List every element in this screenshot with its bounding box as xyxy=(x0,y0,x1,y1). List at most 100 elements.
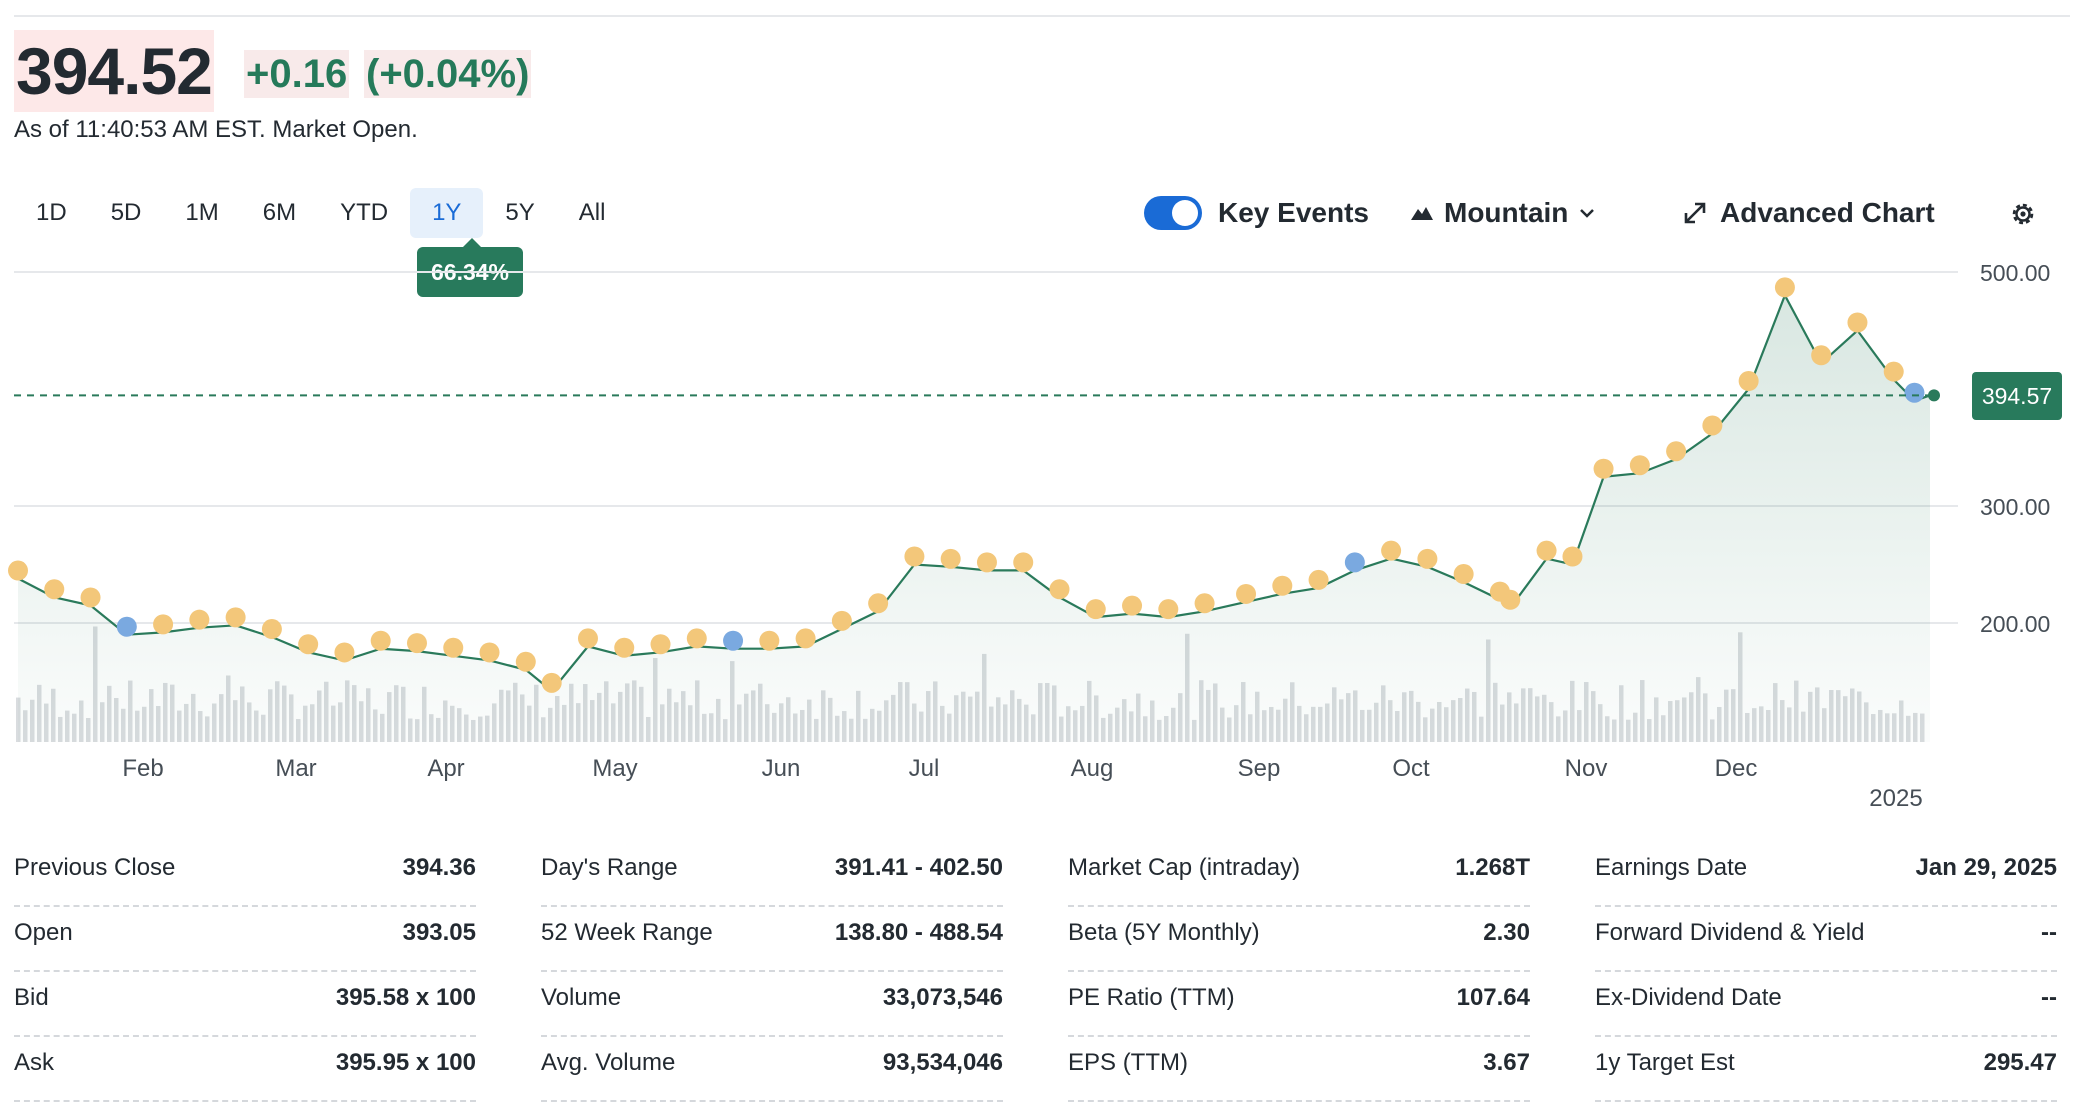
expand-icon xyxy=(1684,202,1706,224)
event-marker xyxy=(1738,371,1759,391)
year-label: 2025 xyxy=(1869,785,1922,812)
event-marker xyxy=(1417,548,1438,569)
event-marker xyxy=(370,630,391,651)
stat-value: 93,534,046 xyxy=(882,1049,1003,1076)
stat-row: Ask 395.95 x 100 xyxy=(14,1037,476,1102)
event-marker xyxy=(479,642,500,663)
current-price-label: 394.57 xyxy=(1972,372,2062,420)
event-marker xyxy=(1308,569,1329,590)
event-marker xyxy=(1158,599,1179,620)
stat-label: Previous Close xyxy=(14,854,176,881)
gear-icon[interactable] xyxy=(2008,199,2038,229)
stat-value: 2.30 xyxy=(1483,919,1530,946)
event-marker xyxy=(44,579,65,600)
stat-value: 3.67 xyxy=(1483,1049,1530,1076)
event-marker xyxy=(614,637,635,658)
event-marker xyxy=(1381,540,1402,561)
toggle-knob xyxy=(1172,200,1198,226)
event-marker xyxy=(1811,345,1832,366)
stat-row: Market Cap (intraday) 1.268T xyxy=(1068,842,1530,907)
stat-label: Market Cap (intraday) xyxy=(1068,854,1301,881)
event-marker xyxy=(1500,589,1521,610)
price-chart[interactable]: 500.00 300.00 200.00 Feb Mar Apr May Jun Jul Aug S… xyxy=(0,250,2078,820)
event-marker xyxy=(650,634,671,655)
stat-value: 138.80 - 488.54 xyxy=(834,919,1003,946)
stat-row: 1y Target Est 295.47 xyxy=(1595,1037,2057,1102)
stat-row: 52 Week Range 138.80 - 488.54 xyxy=(541,907,1003,972)
stat-value: 395.58 x 100 xyxy=(335,984,476,1011)
stat-label: Open xyxy=(14,919,73,946)
range-tab-all[interactable]: All xyxy=(578,199,606,226)
stat-label: Forward Dividend & Yield xyxy=(1595,919,1865,946)
range-tab-1y[interactable]: 1Y xyxy=(410,188,484,238)
stat-row: Previous Close 394.36 xyxy=(14,842,476,907)
stat-label: EPS (TTM) xyxy=(1068,1049,1188,1076)
stat-value: 395.95 x 100 xyxy=(335,1049,476,1076)
x-tick-label: Dec xyxy=(1715,755,1758,782)
event-marker xyxy=(225,607,246,628)
stat-row: Ex-Dividend Date -- xyxy=(1595,972,2057,1037)
y-tick-label: 200.00 xyxy=(1980,611,2050,637)
key-events-label: Key Events xyxy=(1218,197,1369,228)
event-marker xyxy=(1629,455,1650,476)
range-tab-ytd[interactable]: YTD xyxy=(340,199,389,226)
stat-label: Bid xyxy=(14,984,49,1011)
stat-label: 1y Target Est xyxy=(1595,1049,1735,1076)
event-marker xyxy=(298,634,319,655)
stat-row: Avg. Volume 93,534,046 xyxy=(541,1037,1003,1102)
top-divider xyxy=(14,15,2070,17)
range-tab-6m[interactable]: 6M xyxy=(262,199,297,226)
event-marker xyxy=(1702,415,1723,436)
event-marker xyxy=(1344,552,1365,573)
chart-type-dropdown[interactable]: Mountain xyxy=(1410,196,1596,230)
y-tick-label: 500.00 xyxy=(1980,260,2050,286)
event-marker xyxy=(1883,361,1904,382)
range-tab-1d[interactable]: 1D xyxy=(36,199,67,226)
x-tick-label: Feb xyxy=(122,755,163,782)
event-marker xyxy=(334,642,355,663)
event-marker xyxy=(1847,312,1868,333)
stat-value: 33,073,546 xyxy=(882,984,1003,1011)
range-tab-5y[interactable]: 5Y xyxy=(505,199,535,226)
stats-column: Previous Close 394.36 Open 393.05 Bid 395.58 … xyxy=(14,842,476,1102)
stat-label: Avg. Volume xyxy=(541,1049,676,1076)
event-marker xyxy=(1536,540,1557,561)
event-marker xyxy=(1593,458,1614,479)
stat-value: 393.05 xyxy=(402,919,476,946)
event-marker xyxy=(723,630,744,651)
event-marker xyxy=(443,637,464,658)
advanced-chart-button[interactable]: Advanced Chart xyxy=(1682,196,1935,230)
event-marker xyxy=(1774,277,1795,298)
stat-label: Day's Range xyxy=(541,854,678,881)
stat-row: Earnings Date Jan 29, 2025 xyxy=(1595,842,2057,907)
stat-label: Volume xyxy=(541,984,622,1011)
event-marker xyxy=(406,633,427,654)
stat-row: Open 393.05 xyxy=(14,907,476,972)
stat-value: Jan 29, 2025 xyxy=(1915,854,2057,881)
event-marker xyxy=(189,609,210,630)
event-marker xyxy=(868,593,889,614)
event-marker xyxy=(686,628,707,649)
stat-value: 394.36 xyxy=(402,854,476,881)
event-marker xyxy=(8,560,28,581)
range-tab-5d[interactable]: 5D xyxy=(110,199,142,226)
chart-type-label: Mountain xyxy=(1444,197,1569,228)
stat-row: Forward Dividend & Yield -- xyxy=(1595,907,2057,972)
event-marker xyxy=(795,628,816,649)
stat-value: 107.64 xyxy=(1456,984,1530,1011)
stats-column: Day's Range 391.41 - 402.50 52 Week Range 1… xyxy=(541,842,1003,1102)
event-marker xyxy=(1666,441,1687,462)
stat-row: Volume 33,073,546 xyxy=(541,972,1003,1037)
event-marker xyxy=(1085,599,1106,620)
event-marker xyxy=(1194,593,1215,614)
event-marker xyxy=(153,614,174,635)
as-of-timestamp: As of 11:40:53 AM EST. Market Open. xyxy=(14,116,418,143)
x-tick-label: May xyxy=(592,755,637,782)
chevron-down-icon xyxy=(1580,209,1595,218)
x-tick-label: Oct xyxy=(1392,755,1430,782)
x-tick-label: Sep xyxy=(1238,755,1281,782)
price-area xyxy=(18,295,1930,742)
stat-label: Ask xyxy=(14,1049,55,1076)
key-events-toggle[interactable] xyxy=(1144,196,1202,230)
range-tab-1m[interactable]: 1M xyxy=(185,199,219,226)
